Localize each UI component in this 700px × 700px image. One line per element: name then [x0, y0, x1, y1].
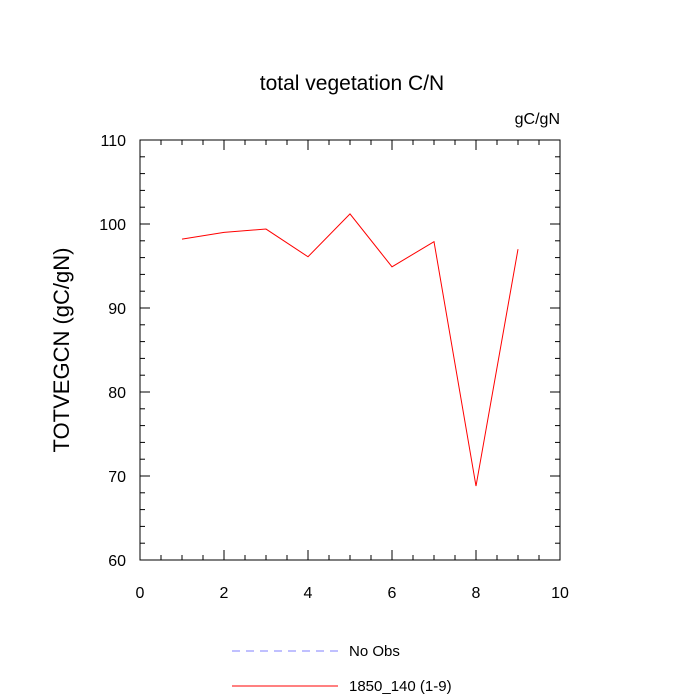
- y-tick-label: 60: [108, 553, 126, 570]
- legend-entry-label: 1850_140 (1-9): [349, 678, 452, 695]
- y-tick-label: 90: [108, 301, 126, 318]
- series-layer: [181, 213, 519, 487]
- x-tick-label: 2: [220, 585, 229, 602]
- y-axis-ticks: 60 70 80 90 100 110: [99, 133, 560, 570]
- y-tick-label: 100: [99, 217, 126, 234]
- y-tick-label: 70: [108, 469, 126, 486]
- plot-frame: [139, 139, 561, 561]
- y-tick-label: 80: [108, 385, 126, 402]
- y-tick-label: 110: [100, 133, 126, 150]
- legend-entry-label: No Obs: [349, 643, 400, 660]
- x-tick-label: 10: [551, 585, 569, 602]
- units-label: gC/gN: [515, 111, 560, 128]
- x-tick-label: 8: [472, 585, 481, 602]
- legend: No Obs 1850_140 (1-9): [232, 643, 452, 695]
- chart-title: total vegetation C/N: [260, 72, 444, 95]
- series-line-1: [181, 213, 519, 487]
- x-tick-label: 0: [136, 585, 145, 602]
- y-axis-label: TOTVEGCN (gC/gN): [49, 248, 74, 453]
- x-tick-label: 6: [388, 585, 397, 602]
- x-tick-label: 4: [304, 585, 313, 602]
- x-axis-ticks: 0 2 4 6 8 10: [136, 140, 569, 602]
